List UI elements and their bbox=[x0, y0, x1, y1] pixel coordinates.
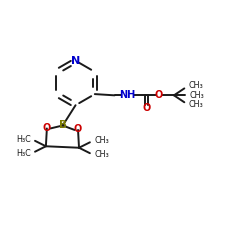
Text: CH₃: CH₃ bbox=[190, 91, 204, 100]
Text: NH: NH bbox=[119, 90, 136, 100]
Text: H₃C: H₃C bbox=[16, 135, 30, 144]
Text: B: B bbox=[59, 120, 67, 130]
Text: CH₃: CH₃ bbox=[94, 150, 109, 159]
Text: H₃C: H₃C bbox=[16, 149, 30, 158]
Text: O: O bbox=[74, 124, 82, 134]
Text: O: O bbox=[154, 90, 163, 100]
Text: CH₃: CH₃ bbox=[189, 100, 204, 109]
Text: CH₃: CH₃ bbox=[94, 136, 109, 145]
Text: O: O bbox=[142, 103, 150, 113]
Text: N: N bbox=[71, 56, 80, 66]
Text: O: O bbox=[43, 123, 51, 133]
Text: CH₃: CH₃ bbox=[189, 82, 204, 90]
